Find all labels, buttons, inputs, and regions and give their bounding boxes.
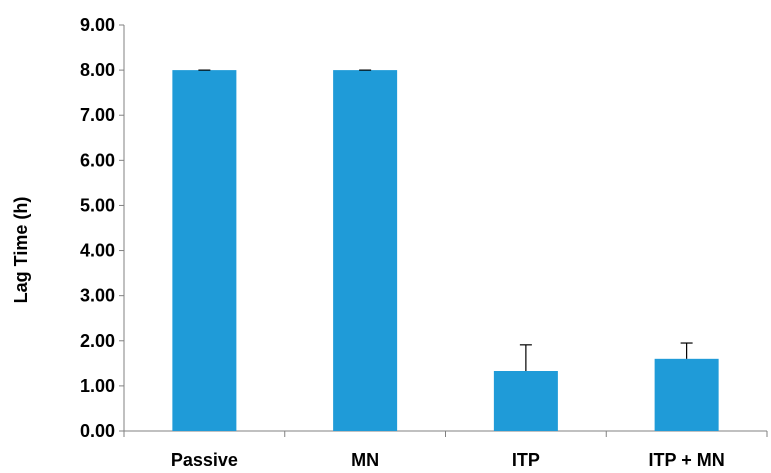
- y-tick-label: 8.00: [80, 60, 115, 80]
- bars: [172, 70, 719, 431]
- x-category-label: Passive: [171, 450, 238, 470]
- x-category-label: ITP: [512, 450, 540, 470]
- y-tick-label: 7.00: [80, 105, 115, 125]
- x-category-label: ITP + MN: [649, 450, 725, 470]
- error-bars: [198, 69, 693, 372]
- bar: [333, 70, 398, 431]
- y-tick-label: 4.00: [80, 241, 115, 261]
- y-tick-label: 1.00: [80, 376, 115, 396]
- y-axis-title: Lag Time (h): [11, 197, 31, 304]
- bar: [493, 371, 558, 431]
- bar: [654, 358, 719, 431]
- x-axis: Passive MN ITP ITP + MN: [123, 430, 768, 470]
- x-category-label: MN: [351, 450, 379, 470]
- bar: [172, 70, 237, 431]
- y-tick-label: 3.00: [80, 286, 115, 306]
- y-tick-label: 2.00: [80, 331, 115, 351]
- y-tick-label: 0.00: [80, 421, 115, 441]
- y-axis: 0.00 1.00 2.00 3.00 4.00 5.00 6.00 7.00 8.00 9.00: [80, 15, 125, 441]
- y-tick-label: 5.00: [80, 195, 115, 215]
- y-tick-label: 9.00: [80, 15, 115, 35]
- y-tick-label: 6.00: [80, 150, 115, 170]
